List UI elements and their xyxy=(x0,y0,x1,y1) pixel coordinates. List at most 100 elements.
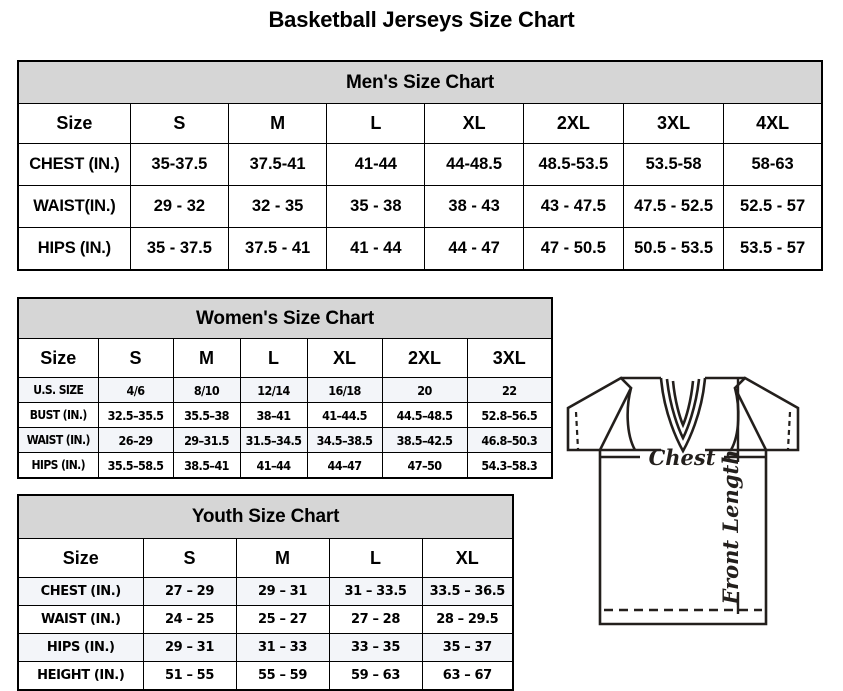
left-sleeve-outline xyxy=(566,376,633,452)
womens-header-row: Size S M L XL 2XL 3XL xyxy=(17,338,553,378)
youth-chart-banner: Youth Size Chart xyxy=(17,494,514,539)
right-cuff-stitch xyxy=(786,411,792,450)
womens-bust-xl: 41–44.5 xyxy=(306,402,383,428)
front-length-measure-label: Front Length xyxy=(718,450,743,606)
mens-chest-s: 35-37.5 xyxy=(129,143,230,186)
womens-size-chart-table: Women's Size Chart Size S M L XL 2XL 3XL… xyxy=(17,297,554,479)
youth-row-label-chest: CHEST (IN.) xyxy=(17,577,144,606)
neck-inner-band xyxy=(671,380,695,429)
youth-col-m: M xyxy=(235,538,330,578)
youth-row-label-waist: WAIST (IN.) xyxy=(17,605,144,634)
mens-hips-xl: 44 - 47 xyxy=(424,227,524,271)
body-outline xyxy=(598,450,768,626)
womens-hips-2xl: 47–50 xyxy=(381,452,468,479)
table-row: CHEST (IN.) 35-37.5 37.5-41 41-44 44-48.… xyxy=(17,143,823,186)
womens-col-m: M xyxy=(172,338,241,378)
mens-waist-xl: 38 - 43 xyxy=(424,185,524,228)
womens-row-label-waist: WAIST (IN.) xyxy=(17,427,99,453)
womens-hips-xl: 44–47 xyxy=(306,452,383,479)
chest-measure-label: Chest xyxy=(649,445,716,470)
womens-row-label-hips: HIPS (IN.) xyxy=(17,452,99,479)
neck-middle-band xyxy=(665,378,701,441)
mens-banner-row: Men's Size Chart xyxy=(17,60,823,104)
right-sleeve-outline xyxy=(733,376,800,452)
youth-chest-xl: 33.5 – 36.5 xyxy=(421,577,514,606)
table-row: BUST (IN.) 32.5–35.5 35.5–38 38–41 41–44… xyxy=(17,402,553,428)
mens-col-2xl: 2XL xyxy=(522,103,624,144)
page-title: Basketball Jerseys Size Chart xyxy=(268,7,575,32)
womens-us-size-m: 8/10 xyxy=(172,377,241,403)
womens-chart-banner: Women's Size Chart xyxy=(17,297,553,339)
mens-chest-m: 37.5-41 xyxy=(227,143,328,186)
youth-hips-s: 29 – 31 xyxy=(142,633,237,662)
womens-hips-s: 35.5–58.5 xyxy=(97,452,174,479)
womens-hips-m: 38.5–41 xyxy=(172,452,241,479)
mens-row-label-waist: WAIST(IN.) xyxy=(17,185,131,228)
table-row: HIPS (IN.) 35 - 37.5 37.5 - 41 41 - 44 4… xyxy=(17,227,823,271)
jersey-measurement-diagram: Chest Front Length xyxy=(528,352,838,662)
mens-col-s: S xyxy=(129,103,230,144)
youth-col-size: Size xyxy=(17,538,144,578)
mens-col-3xl: 3XL xyxy=(622,103,725,144)
mens-size-chart-table: Men's Size Chart Size S M L XL 2XL 3XL 4… xyxy=(17,60,823,271)
youth-header-row: Size S M L XL xyxy=(17,538,514,578)
left-armhole xyxy=(626,387,637,451)
womens-us-size-s: 4/6 xyxy=(97,377,174,403)
table-row: WAIST (IN.) 24 – 25 25 – 27 27 – 28 28 –… xyxy=(17,605,514,634)
mens-waist-s: 29 - 32 xyxy=(129,185,230,228)
youth-col-xl: XL xyxy=(421,538,514,578)
womens-waist-s: 26–29 xyxy=(97,427,174,453)
mens-row-label-chest: CHEST (IN.) xyxy=(17,143,131,186)
mens-chart-banner: Men's Size Chart xyxy=(17,60,823,104)
womens-col-3xl: 3XL xyxy=(466,338,553,378)
mens-col-4xl: 4XL xyxy=(723,103,823,144)
mens-col-m: M xyxy=(227,103,328,144)
youth-waist-l: 27 – 28 xyxy=(328,605,423,634)
womens-col-s: S xyxy=(97,338,174,378)
mens-col-l: L xyxy=(326,103,426,144)
youth-height-s: 51 – 55 xyxy=(142,661,237,691)
table-row: HIPS (IN.) 29 – 31 31 – 33 33 – 35 35 – … xyxy=(17,633,514,662)
womens-col-size: Size xyxy=(17,338,99,378)
youth-chest-s: 27 – 29 xyxy=(142,577,237,606)
womens-waist-2xl: 38.5–42.5 xyxy=(381,427,468,453)
table-row: CHEST (IN.) 27 – 29 29 – 31 31 – 33.5 33… xyxy=(17,577,514,606)
womens-waist-xl: 34.5–38.5 xyxy=(306,427,383,453)
womens-us-size-3xl: 22 xyxy=(466,377,553,403)
mens-chest-4xl: 58-63 xyxy=(723,143,823,186)
womens-hips-l: 41–44 xyxy=(239,452,308,479)
youth-chest-m: 29 – 31 xyxy=(235,577,330,606)
mens-waist-3xl: 47.5 - 52.5 xyxy=(622,185,725,228)
youth-chest-l: 31 – 33.5 xyxy=(328,577,423,606)
mens-waist-2xl: 43 - 47.5 xyxy=(522,185,624,228)
mens-row-label-hips: HIPS (IN.) xyxy=(17,227,131,271)
mens-hips-s: 35 - 37.5 xyxy=(129,227,230,271)
womens-bust-s: 32.5–35.5 xyxy=(97,402,174,428)
youth-banner-row: Youth Size Chart xyxy=(17,494,514,539)
womens-us-size-2xl: 20 xyxy=(381,377,468,403)
mens-hips-3xl: 50.5 - 53.5 xyxy=(622,227,725,271)
mens-chest-xl: 44-48.5 xyxy=(424,143,524,186)
youth-waist-s: 24 – 25 xyxy=(142,605,237,634)
youth-height-m: 55 – 59 xyxy=(235,661,330,691)
table-row: WAIST (IN.) 26–29 29–31.5 31.5–34.5 34.5… xyxy=(17,427,553,453)
mens-col-xl: XL xyxy=(424,103,524,144)
mens-chest-l: 41-44 xyxy=(326,143,426,186)
youth-height-l: 59 – 63 xyxy=(328,661,423,691)
womens-waist-3xl: 46.8–50.3 xyxy=(466,427,553,453)
womens-col-2xl: 2XL xyxy=(381,338,468,378)
youth-waist-xl: 28 – 29.5 xyxy=(421,605,514,634)
table-row: U.S. SIZE 4/6 8/10 12/14 16/18 20 22 xyxy=(17,377,553,403)
mens-header-row: Size S M L XL 2XL 3XL 4XL xyxy=(17,103,823,144)
womens-us-size-l: 12/14 xyxy=(239,377,308,403)
table-row: HEIGHT (IN.) 51 – 55 55 – 59 59 – 63 63 … xyxy=(17,661,514,691)
youth-col-s: S xyxy=(142,538,237,578)
womens-hips-3xl: 54.3–58.3 xyxy=(466,452,553,479)
mens-waist-4xl: 52.5 - 57 xyxy=(723,185,823,228)
youth-row-label-height: HEIGHT (IN.) xyxy=(17,661,144,691)
womens-waist-m: 29–31.5 xyxy=(172,427,241,453)
youth-col-l: L xyxy=(328,538,423,578)
womens-row-label-bust: BUST (IN.) xyxy=(17,402,99,428)
table-row: WAIST(IN.) 29 - 32 32 - 35 35 - 38 38 - … xyxy=(17,185,823,228)
mens-chest-3xl: 53.5-58 xyxy=(622,143,725,186)
